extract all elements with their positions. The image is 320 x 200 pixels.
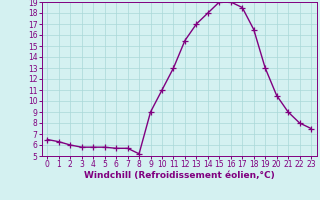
X-axis label: Windchill (Refroidissement éolien,°C): Windchill (Refroidissement éolien,°C) xyxy=(84,171,275,180)
